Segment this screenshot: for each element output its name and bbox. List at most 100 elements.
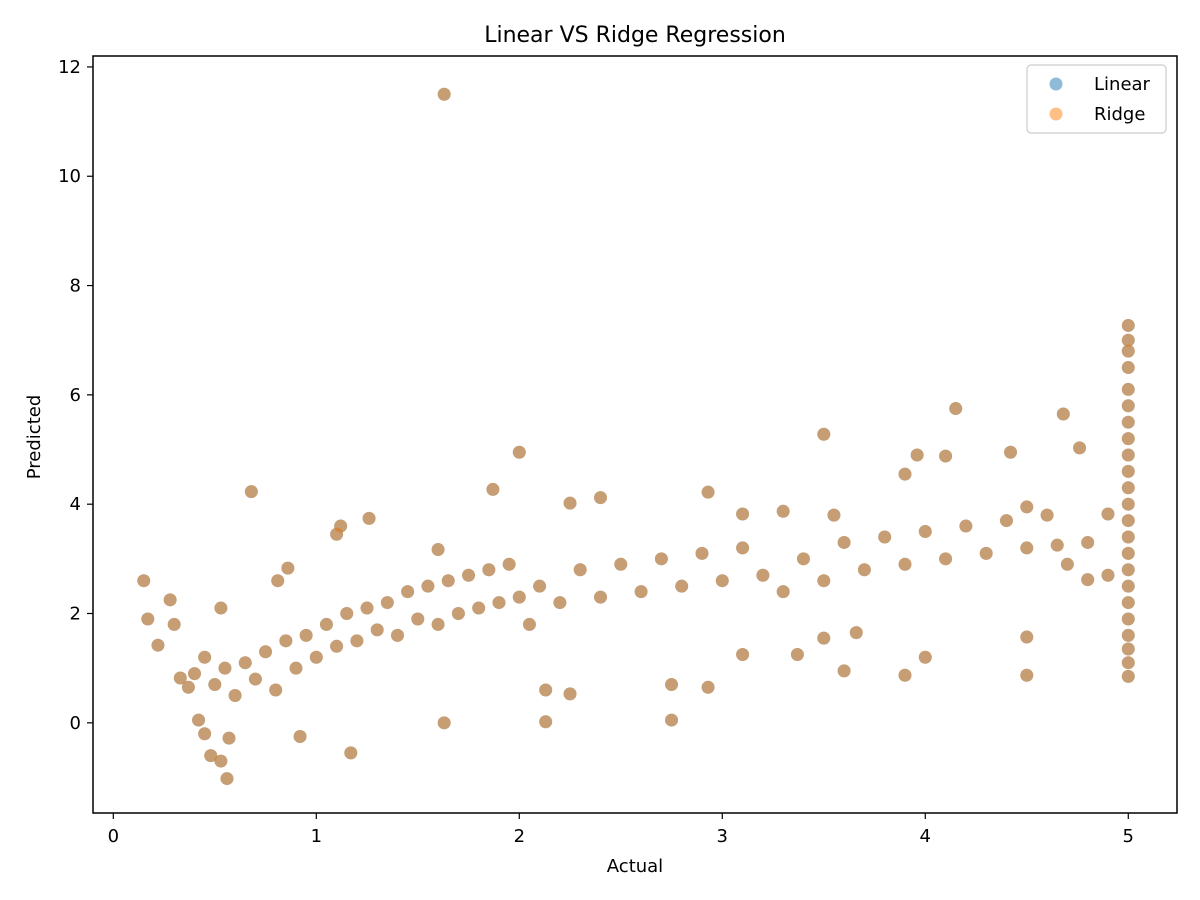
ridge-point xyxy=(1121,464,1135,478)
ridge-point xyxy=(309,650,323,664)
ridge-point xyxy=(857,563,871,577)
ridge-point xyxy=(1121,399,1135,413)
ridge-point xyxy=(898,668,912,682)
ridge-point xyxy=(1121,628,1135,642)
legend: Linear Ridge xyxy=(1026,64,1167,134)
ridge-point xyxy=(299,628,313,642)
ridge-point xyxy=(736,507,750,521)
ridge-point xyxy=(1073,441,1087,455)
ridge-point xyxy=(1121,448,1135,462)
ridge-point xyxy=(1121,318,1135,332)
points-layer xyxy=(137,87,1135,786)
ridge-point xyxy=(411,612,425,626)
ridge-point xyxy=(228,688,242,702)
ridge-point xyxy=(776,504,790,518)
ridge-point xyxy=(539,683,553,697)
ridge-point xyxy=(360,601,374,615)
ridge-point xyxy=(1121,514,1135,528)
ridge-point xyxy=(837,535,851,549)
ridge-point xyxy=(141,612,155,626)
ridge-point xyxy=(1060,557,1074,571)
x-tick-label: 4 xyxy=(920,826,931,847)
ridge-point xyxy=(214,601,228,615)
ridge-point xyxy=(512,445,526,459)
ridge-point xyxy=(279,634,293,648)
ridge-point xyxy=(198,727,212,741)
ridge-point xyxy=(817,631,831,645)
ridge-point xyxy=(614,557,628,571)
ridge-point xyxy=(390,628,404,642)
ridge-point xyxy=(1121,530,1135,544)
ridge-point xyxy=(837,664,851,678)
x-tick-label: 2 xyxy=(514,826,525,847)
ridge-point xyxy=(533,579,547,593)
ridge-point xyxy=(675,579,689,593)
ridge-point xyxy=(222,731,236,745)
ridge-point xyxy=(939,449,953,463)
ridge-point xyxy=(1020,500,1034,514)
ridge-point xyxy=(198,650,212,664)
ridge-point xyxy=(1121,382,1135,396)
ridge-point xyxy=(1121,612,1135,626)
ridge-point xyxy=(1020,668,1034,682)
ridge-point xyxy=(1020,541,1034,555)
ridge-point xyxy=(502,557,516,571)
ridge-point xyxy=(437,716,451,730)
ridge-point xyxy=(289,661,303,675)
ridge-point xyxy=(849,626,863,640)
y-tick-label: 4 xyxy=(70,494,81,515)
ridge-point xyxy=(817,427,831,441)
ridge-point xyxy=(665,713,679,727)
x-tick-label: 3 xyxy=(717,826,728,847)
ridge-point xyxy=(1121,344,1135,358)
ridge-point xyxy=(1081,573,1095,587)
chart-title: Linear VS Ridge Regression xyxy=(484,23,786,48)
ridge-point xyxy=(167,617,181,631)
ridge-point xyxy=(1050,538,1064,552)
ridge-point xyxy=(701,485,715,499)
ridge-point xyxy=(192,713,206,727)
ridge-point xyxy=(269,683,283,697)
ridge-point xyxy=(462,568,476,582)
ridge-point xyxy=(421,579,435,593)
ridge-point xyxy=(918,525,932,539)
ridge-point xyxy=(173,671,187,685)
ridge-point xyxy=(1081,535,1095,549)
ridge-point xyxy=(1121,432,1135,446)
ridge-point xyxy=(208,678,222,692)
ridge-point xyxy=(736,647,750,661)
ridge-point xyxy=(898,557,912,571)
x-tick-label: 1 xyxy=(311,826,322,847)
ridge-point xyxy=(151,638,165,652)
ridge-point xyxy=(437,87,451,101)
ridge-point xyxy=(512,590,526,604)
y-tick-label: 10 xyxy=(58,166,81,187)
ridge-point xyxy=(330,639,344,653)
ridge-point xyxy=(695,546,709,560)
ridge-point xyxy=(1121,596,1135,610)
x-axis: 0 1 2 3 4 5 xyxy=(108,813,1134,847)
ridge-point xyxy=(362,511,376,525)
ridge-point xyxy=(736,541,750,555)
ridge-point xyxy=(827,508,841,522)
ridge-point xyxy=(665,678,679,692)
ridge-point xyxy=(271,574,285,588)
ridge-point xyxy=(401,585,415,599)
ridge-point xyxy=(181,680,195,694)
ridge-point xyxy=(1121,656,1135,670)
ridge-point xyxy=(563,687,577,701)
y-tick-label: 6 xyxy=(70,385,81,406)
ridge-point xyxy=(472,601,486,615)
ridge-point xyxy=(553,596,567,610)
ridge-point xyxy=(1101,568,1115,582)
ridge-point xyxy=(350,634,364,648)
ridge-point xyxy=(999,514,1013,528)
ridge-point xyxy=(1121,579,1135,593)
ridge-point xyxy=(204,749,218,763)
ridge-point xyxy=(593,491,607,505)
ridge-point xyxy=(293,729,307,743)
ridge-point xyxy=(910,448,924,462)
ridge-point xyxy=(431,617,445,631)
ridge-point xyxy=(319,617,333,631)
y-tick-label: 2 xyxy=(70,604,81,625)
